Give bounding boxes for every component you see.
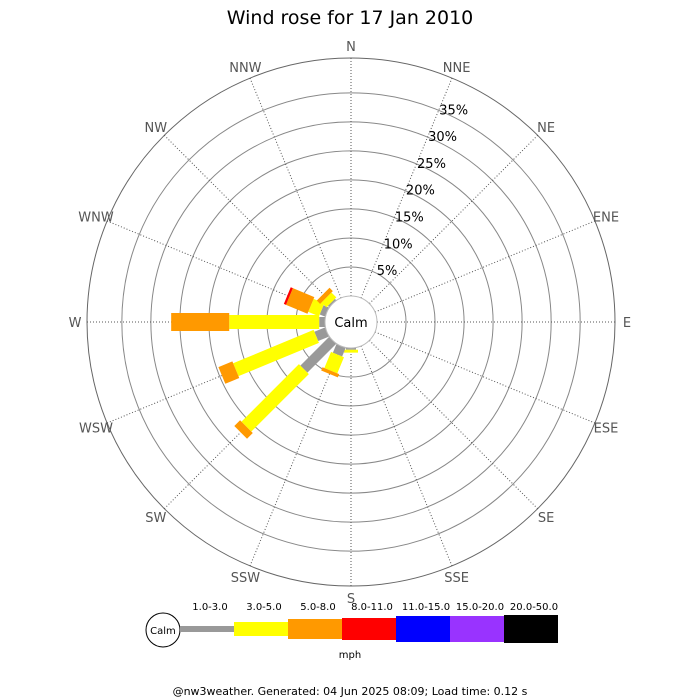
- ring-label-5%: 5%: [377, 264, 398, 279]
- legend-label-5.0-8.0: 5.0-8.0: [300, 602, 335, 613]
- bar-nw-5.0-8.0: [316, 287, 333, 304]
- spoke-ene: [374, 220, 596, 313]
- spoke-nw: [163, 134, 333, 304]
- bar-wsw-5.0-8.0: [218, 361, 240, 384]
- direction-label-sw: SW: [145, 511, 166, 526]
- bar-ssw-5.0-8.0: [321, 367, 340, 378]
- calm-center: Calm: [324, 295, 378, 349]
- bar-sw-5.0-8.0: [234, 420, 253, 439]
- calm-label: Calm: [334, 316, 367, 331]
- bar-wsw-3.0-5.0: [233, 329, 319, 377]
- calm-circle: [324, 295, 378, 349]
- bar-sw-1.0-3.0: [300, 336, 337, 373]
- ring-label-30%: 30%: [428, 130, 457, 145]
- legend-label-3.0-5.0: 3.0-5.0: [246, 602, 281, 613]
- direction-label-ssw: SSW: [231, 571, 261, 586]
- ring-label-25%: 25%: [417, 157, 446, 172]
- speed-legend: Calm 1.0-3.0 3.0-5.0 5.0-8.0 8.0-11.0 11.0-15…: [145, 602, 558, 661]
- direction-label-ne: NE: [537, 121, 555, 136]
- direction-label-wnw: WNW: [78, 210, 114, 225]
- spoke-nne: [360, 77, 453, 299]
- direction-label-se: SE: [538, 511, 554, 526]
- direction-label-nw: NW: [145, 121, 168, 136]
- legend-label-15.0-20.0: 15.0-20.0: [456, 602, 504, 613]
- wind-bars: [171, 287, 358, 439]
- direction-label-w: W: [69, 316, 82, 331]
- legend-label-11.0-15.0: 11.0-15.0: [402, 602, 450, 613]
- chart-title: Wind rose for 17 Jan 2010: [227, 7, 474, 29]
- direction-labels: N NNE NE ENE E ESE SE SSE S SSW SW WSW W WNW NW NNW: [69, 40, 632, 607]
- direction-label-e: E: [623, 316, 631, 331]
- bar-ssw-3.0-5.0: [324, 351, 344, 374]
- legend-calm-label: Calm: [150, 626, 176, 637]
- legend-label-8.0-11.0: 8.0-11.0: [351, 602, 393, 613]
- ring-label-20%: 20%: [406, 184, 435, 199]
- direction-label-nnw: NNW: [229, 61, 261, 76]
- bar-sw-3.0-5.0: [241, 364, 309, 432]
- direction-label-ene: ENE: [593, 210, 619, 225]
- spoke-ne: [369, 134, 539, 304]
- legend-unit: mph: [339, 650, 361, 661]
- bar-ssw-1.0-3.0: [332, 344, 346, 357]
- bar-nw-3.0-5.0: [321, 292, 337, 308]
- spoke-ese: [374, 331, 596, 424]
- direction-label-wsw: WSW: [79, 422, 113, 437]
- bar-wsw-1.0-3.0: [314, 327, 329, 342]
- direction-label-s: S: [347, 592, 355, 607]
- bar-wnw-5.0-8.0: [285, 288, 315, 314]
- direction-label-nne: NNE: [443, 61, 471, 76]
- footer-text: @nw3weather. Generated: 04 Jun 2025 08:0…: [173, 685, 528, 698]
- spoke-nnw: [249, 77, 342, 299]
- bar-wnw-1.0-3.0: [319, 305, 329, 317]
- ring-label-15%: 15%: [395, 211, 424, 226]
- direction-label-n: N: [346, 40, 356, 55]
- ring-label-10%: 10%: [384, 237, 413, 252]
- direction-label-ese: ESE: [594, 422, 619, 437]
- bar-wnw-8.0-11.0: [283, 287, 293, 305]
- spoke-ssw: [249, 345, 342, 567]
- direction-label-sse: SSE: [444, 571, 469, 586]
- spoke-sse: [360, 345, 453, 567]
- ring-percentage-labels: 5% 10% 15% 20% 25% 30% 35%: [377, 103, 468, 279]
- bar-wnw-3.0-5.0: [308, 298, 325, 317]
- legend-label-20.0-50.0: 20.0-50.0: [510, 602, 558, 613]
- ring-label-35%: 35%: [439, 103, 468, 118]
- legend-label-1.0-3.0: 1.0-3.0: [192, 602, 227, 613]
- spoke-se: [369, 340, 539, 510]
- ring-35%: [121, 92, 581, 552]
